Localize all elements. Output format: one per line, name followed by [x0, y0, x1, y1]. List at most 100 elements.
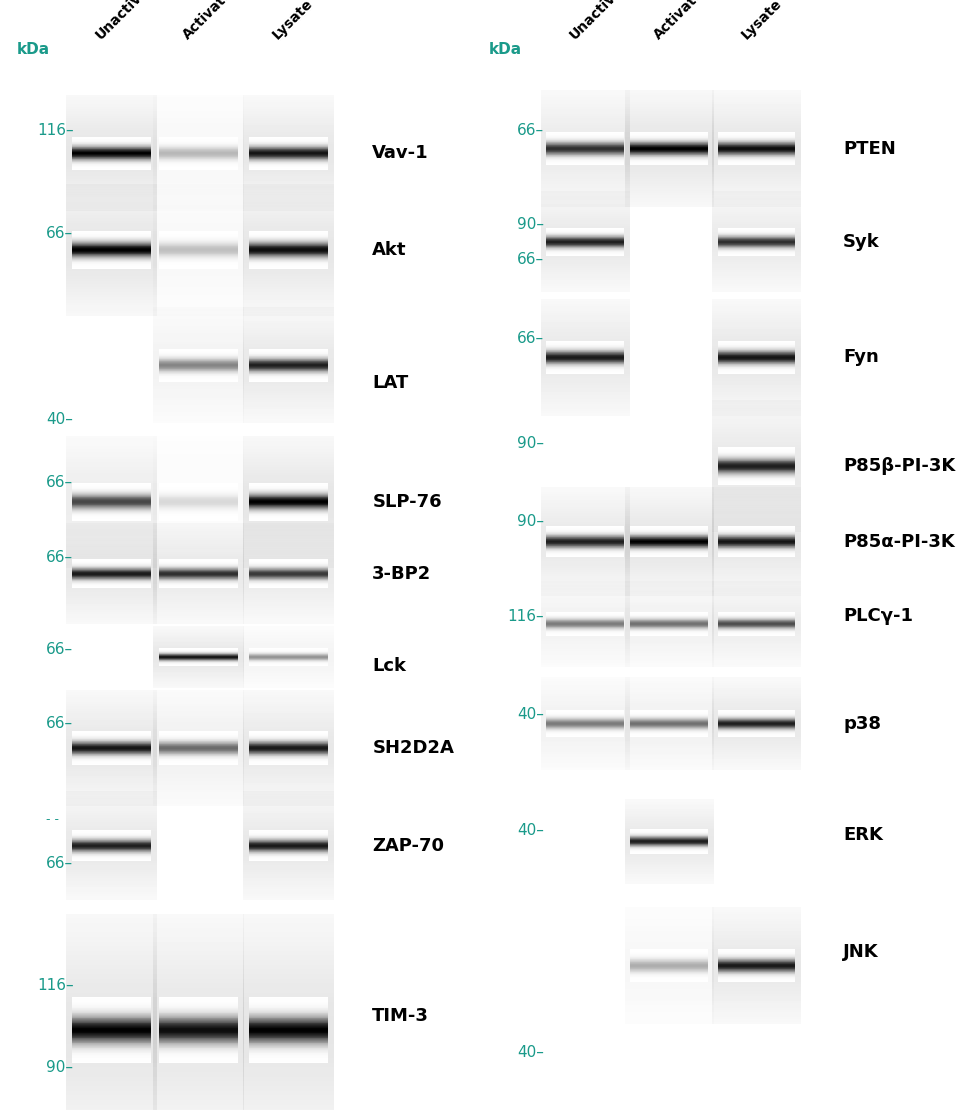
Bar — [243, 791, 334, 794]
Bar — [243, 239, 334, 242]
Bar — [243, 400, 334, 403]
Bar — [153, 523, 244, 525]
Bar — [625, 568, 714, 569]
Bar — [66, 504, 157, 507]
Bar — [541, 336, 630, 339]
Bar — [541, 744, 630, 746]
Bar — [541, 583, 630, 585]
Bar — [153, 628, 244, 629]
Bar — [66, 1062, 157, 1068]
Text: Activated: Activated — [181, 0, 243, 42]
Bar — [712, 172, 801, 174]
Bar — [243, 416, 334, 418]
Bar — [712, 912, 801, 915]
Bar — [66, 757, 157, 759]
Bar — [153, 204, 244, 206]
Bar — [243, 538, 334, 542]
Bar — [66, 109, 157, 111]
Bar — [541, 366, 630, 369]
Bar — [243, 769, 334, 771]
Text: p38: p38 — [843, 715, 881, 733]
Bar — [243, 189, 334, 192]
Bar — [66, 850, 157, 852]
Bar — [712, 230, 801, 232]
Bar — [66, 801, 157, 804]
Bar — [153, 566, 244, 568]
Bar — [66, 771, 157, 774]
Bar — [541, 123, 630, 125]
Bar — [66, 226, 157, 229]
Bar — [712, 1003, 801, 1006]
Bar — [153, 1002, 244, 1007]
Bar — [625, 940, 714, 942]
Bar — [153, 330, 244, 333]
Bar — [712, 767, 801, 768]
Bar — [66, 515, 157, 517]
Bar — [153, 627, 244, 628]
Bar — [243, 204, 334, 206]
Bar — [712, 599, 801, 602]
Bar — [541, 181, 630, 183]
Bar — [243, 195, 334, 198]
Bar — [153, 765, 244, 767]
Bar — [712, 562, 801, 564]
Bar — [712, 756, 801, 757]
Bar — [153, 606, 244, 608]
Bar — [712, 246, 801, 248]
Bar — [153, 305, 244, 307]
Bar — [153, 335, 244, 337]
Bar — [625, 95, 714, 98]
Bar — [625, 877, 714, 879]
Bar — [625, 743, 714, 744]
Bar — [541, 339, 630, 341]
Bar — [541, 144, 630, 147]
Bar — [243, 596, 334, 598]
Bar — [243, 407, 334, 410]
Bar — [66, 988, 157, 992]
Bar — [541, 376, 630, 379]
Bar — [541, 699, 630, 702]
Bar — [243, 639, 334, 640]
Bar — [153, 226, 244, 229]
Bar — [243, 674, 334, 675]
Bar — [712, 643, 801, 644]
Bar — [243, 111, 334, 113]
Bar — [712, 494, 801, 496]
Bar — [66, 1049, 157, 1053]
Bar — [66, 998, 157, 1002]
Bar — [66, 784, 157, 786]
Bar — [243, 269, 334, 271]
Bar — [625, 607, 714, 608]
Bar — [153, 546, 244, 549]
Bar — [541, 658, 630, 659]
Bar — [153, 486, 244, 488]
Bar — [153, 1072, 244, 1077]
Bar — [625, 637, 714, 639]
Bar — [625, 1021, 714, 1023]
Bar — [153, 795, 244, 797]
Bar — [66, 210, 157, 213]
Bar — [541, 585, 630, 586]
Bar — [243, 576, 334, 578]
Bar — [541, 413, 630, 415]
Bar — [712, 466, 801, 468]
Bar — [243, 151, 334, 153]
Bar — [712, 121, 801, 123]
Bar — [541, 204, 630, 206]
Bar — [243, 192, 334, 194]
Bar — [712, 961, 801, 963]
Bar — [243, 804, 334, 806]
Bar — [153, 517, 244, 521]
Bar — [153, 602, 244, 604]
Bar — [66, 710, 157, 713]
Bar — [153, 620, 244, 623]
Bar — [66, 718, 157, 720]
Bar — [66, 937, 157, 941]
Bar — [541, 306, 630, 309]
Bar — [541, 102, 630, 104]
Bar — [243, 729, 334, 731]
Bar — [66, 132, 157, 134]
Bar — [66, 811, 157, 814]
Bar — [625, 98, 714, 100]
Bar — [66, 588, 157, 591]
